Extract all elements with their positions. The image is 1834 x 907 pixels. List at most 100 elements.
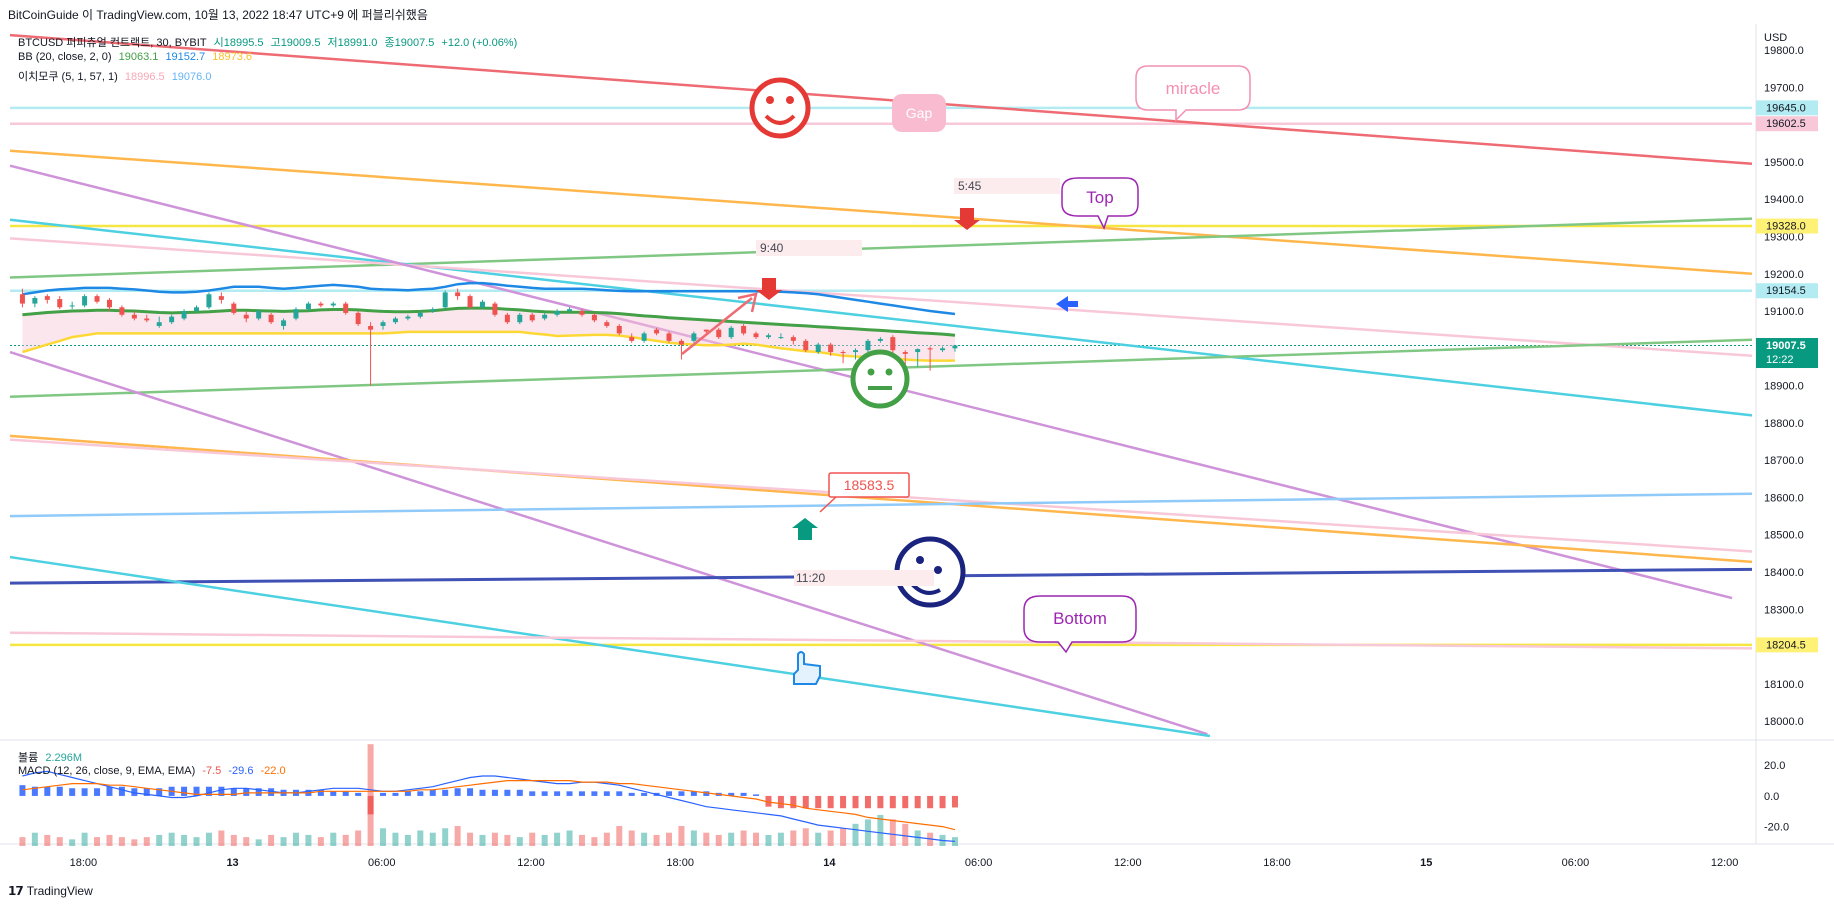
candle-body xyxy=(716,329,722,338)
macd-hist-bar xyxy=(603,791,610,796)
volume-bar xyxy=(342,834,349,846)
macd-hist-bar xyxy=(429,789,436,796)
macd-hist-bar xyxy=(516,789,523,796)
trend-line xyxy=(9,33,1753,166)
candle-body xyxy=(591,314,597,321)
candle-body xyxy=(417,312,423,317)
volume-bar xyxy=(877,814,884,846)
candle-body xyxy=(305,303,311,310)
macd-hist-bar xyxy=(939,795,946,809)
candle-body xyxy=(616,325,622,334)
candle-body xyxy=(131,314,137,319)
macd-hist-bar xyxy=(877,795,884,809)
time-tick-label: 06:00 xyxy=(1562,857,1590,869)
macd-hist-bar xyxy=(802,795,809,809)
macd-hist-bar xyxy=(193,786,200,796)
macd-hist-bar xyxy=(417,791,424,796)
candle-body xyxy=(840,352,846,354)
macd-hist-bar xyxy=(790,795,797,809)
top-bubble xyxy=(1061,177,1139,230)
volume-bar xyxy=(802,828,809,846)
hand-pointer-icon xyxy=(793,651,821,685)
time-tick-label: 18:00 xyxy=(666,857,694,869)
candle-body xyxy=(728,327,734,338)
miracle-label: miracle xyxy=(1166,79,1221,98)
candle-body xyxy=(666,333,672,341)
volume-bar xyxy=(268,834,275,846)
macd-hist-bar xyxy=(392,792,399,796)
macd-hist-bar xyxy=(317,789,324,796)
macd-hist-bar xyxy=(616,791,623,796)
candle-body xyxy=(815,344,821,353)
volume-bar xyxy=(827,830,834,846)
trend-line xyxy=(9,237,1753,358)
macd-hist-bar xyxy=(255,788,262,796)
candle-body xyxy=(952,345,958,349)
close-label: 종 xyxy=(384,37,395,49)
candle-body xyxy=(169,316,175,323)
macd-hist-bar xyxy=(840,795,847,809)
gap-bubble xyxy=(892,94,946,132)
tradingview-mark-icon: 𝟭𝟳 xyxy=(8,884,24,898)
volume-bar xyxy=(467,832,474,846)
volume-bar xyxy=(653,834,660,846)
time-tick-label: 12:00 xyxy=(517,857,545,869)
time-tick-label: 18:00 xyxy=(1263,857,1291,869)
left-arrow-icon xyxy=(1056,296,1078,312)
volume-bar xyxy=(790,830,797,846)
ichimoku-label: 이치모쿠 (5, 1, 57, 1) xyxy=(18,71,118,83)
price-tag-label: 19154.5 xyxy=(1766,285,1806,297)
candle-body xyxy=(517,314,523,323)
volume-bar xyxy=(255,839,262,846)
macd-hist-bar xyxy=(81,788,88,796)
volume-bar xyxy=(355,830,362,846)
price-tag-label: 19645.0 xyxy=(1766,102,1806,114)
macd-hist-bar xyxy=(740,792,747,796)
volume-bar xyxy=(777,832,784,846)
volume-bar xyxy=(479,834,486,846)
volume-bar xyxy=(864,819,871,846)
volume-bar xyxy=(280,837,287,846)
price-tick-label: 19400.0 xyxy=(1764,194,1804,206)
volume-bar xyxy=(603,832,610,846)
macd-hist-bar xyxy=(367,795,374,815)
chart-area[interactable]: Gap miracle Top Bottom 18583.5 5:45 9:40 11:20 … xyxy=(0,24,1834,884)
volume-bar xyxy=(703,832,710,846)
volume-bar xyxy=(765,834,772,846)
time-range-highlight xyxy=(756,240,862,256)
price-note-pointer xyxy=(819,496,837,513)
macd-hist-bar xyxy=(94,788,101,796)
happy-face-circle xyxy=(749,77,811,139)
trend-line xyxy=(9,350,1208,736)
price-tag-label: 19602.5 xyxy=(1766,118,1806,130)
volume-bar xyxy=(541,834,548,846)
volume-bar xyxy=(417,830,424,846)
candle-body xyxy=(542,314,548,319)
volume-bar xyxy=(628,830,635,846)
bottom-label: Bottom xyxy=(1053,609,1107,628)
volume-bar xyxy=(404,834,411,846)
candle-body xyxy=(778,337,784,339)
candle-body xyxy=(504,314,510,323)
candle-body xyxy=(691,333,697,341)
volume-bar xyxy=(616,826,623,846)
macd-hist-bar xyxy=(131,788,138,796)
time-tick-label: 12:00 xyxy=(1711,857,1739,869)
candle-body xyxy=(529,314,535,321)
candle-body xyxy=(479,301,485,308)
time-label-545: 5:45 xyxy=(958,179,982,193)
candle-body xyxy=(927,348,933,350)
tradingview-logo[interactable]: 𝟭𝟳 TradingView xyxy=(8,884,93,898)
macd-hist-bar xyxy=(118,786,125,796)
price-tag xyxy=(1756,100,1818,116)
volume-bar xyxy=(31,832,38,846)
time-label-940: 9:40 xyxy=(760,241,784,255)
candle-body xyxy=(281,320,287,326)
macd-hist-bar xyxy=(827,795,834,809)
price-tick-label: 19100.0 xyxy=(1764,306,1804,318)
price-chart[interactable]: GapmiracleTopBottom18583.55:459:4011:20 … xyxy=(0,24,1834,884)
macd-hist-bar xyxy=(380,792,387,796)
macd-hist-bar xyxy=(703,791,710,796)
macd-hist-bar xyxy=(69,788,76,796)
price-tag-label: 19007.5 xyxy=(1766,340,1806,352)
